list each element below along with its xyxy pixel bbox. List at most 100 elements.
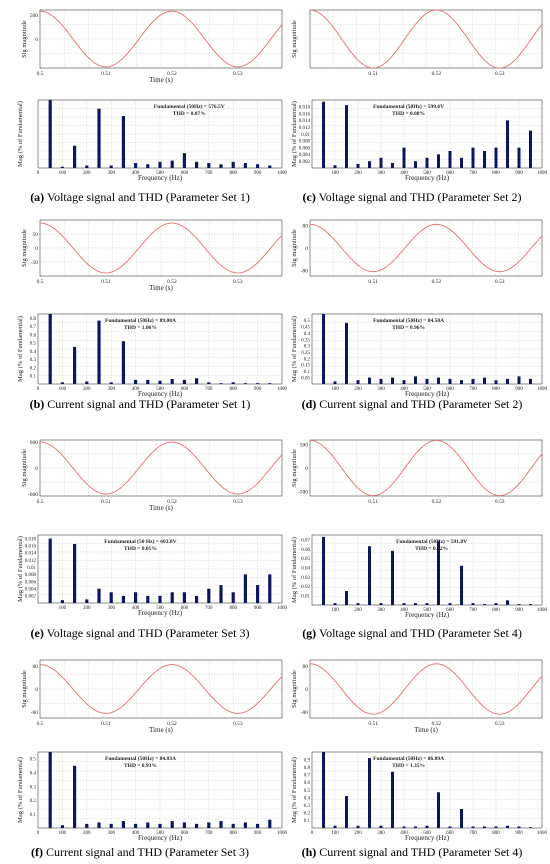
annotation-thd: THD = 0.08%	[392, 111, 425, 117]
bar-h650	[460, 565, 463, 605]
x-tick-label: 1000	[537, 608, 548, 613]
bar-h700	[207, 163, 211, 168]
bar-h650	[195, 378, 199, 384]
caption-f-label: (f)	[30, 845, 43, 859]
bar-h850	[506, 825, 509, 828]
chart-h-thd: 0 100 200 300 400 500 600 700 800 900 1000 0.9 0.8 0.…	[291, 751, 548, 842]
y-tick-label: -80	[301, 710, 309, 716]
x-tick-label: 0.5	[37, 499, 44, 505]
bar-h650	[460, 157, 463, 168]
bar-h850	[506, 600, 509, 605]
bar-h700	[207, 588, 211, 603]
y-tick-label: 500	[30, 13, 39, 19]
y-tick-label: 0.014	[25, 552, 37, 557]
bar-h50	[322, 536, 325, 605]
bar-h850	[506, 120, 509, 168]
bar-h200	[85, 381, 89, 384]
x-axis-label: Frequency (Hz)	[405, 390, 450, 398]
y-tick-label: 0.2	[30, 799, 37, 804]
bar-h200	[356, 825, 360, 828]
bar-h750	[483, 151, 486, 168]
bar-h150	[73, 765, 77, 828]
bar-h500	[425, 825, 429, 828]
x-tick-label: 1000	[537, 831, 548, 836]
bar-h300	[379, 825, 383, 828]
bar-h450	[146, 164, 150, 168]
bar-h500	[425, 603, 429, 605]
x-axis-label: Time (s)	[149, 726, 173, 734]
x-tick-label: 600	[446, 608, 454, 613]
x-tick-label: 900	[254, 171, 262, 176]
y-tick-label: 0.2	[304, 357, 311, 362]
bar-h950	[529, 604, 532, 605]
y-tick-label: 0.1	[304, 370, 311, 375]
bar-h250	[97, 108, 101, 168]
bar-h650	[195, 595, 199, 603]
y-tick-label: 0.1	[30, 375, 37, 380]
y-tick-label: 0.1	[304, 819, 311, 824]
y-tick-label: 80	[33, 664, 39, 670]
y-axis-label: Sig magnitude	[21, 449, 28, 487]
y-tick-label: 80	[303, 664, 309, 670]
x-tick-label: 0.53	[495, 71, 505, 77]
y-tick-label: 0.01	[27, 566, 36, 571]
x-tick-label: 0.52	[432, 279, 442, 285]
bar-h950	[268, 165, 272, 168]
annotation-thd: THD = 0.05%	[124, 546, 157, 552]
y-tick-label: 0.008	[25, 573, 37, 578]
x-tick-label: 600	[446, 387, 454, 392]
x-tick-label: 800	[492, 387, 500, 392]
x-axis-label: Time (s)	[149, 504, 173, 512]
bar-h700	[471, 378, 475, 384]
x-tick-label: 700	[205, 606, 213, 611]
y-tick-label: 500	[300, 443, 309, 449]
y-tick-label: 0.5	[304, 319, 311, 324]
y-tick-label: 0.01	[301, 594, 310, 599]
x-tick-label: 500	[423, 171, 431, 176]
bar-h800	[231, 823, 235, 828]
bar-h150	[345, 796, 348, 828]
chart-b-sig: 0.5 0.51 0.52 0.53 50 0 -50 Time (s) Sig magnitu…	[21, 219, 283, 292]
chart-e-sig: 0.5 0.51 0.52 0.53 600 0 -600 Time (s) Sig magni…	[21, 439, 283, 512]
x-tick-label: 900	[515, 608, 523, 613]
y-axis-label: Sig magnitude	[21, 20, 28, 58]
y-tick-label: 0.002	[299, 160, 311, 165]
y-tick-label: 0.2	[30, 366, 37, 371]
x-tick-label: 900	[515, 171, 523, 176]
x-axis-label: Frequency (Hz)	[405, 834, 450, 842]
x-tick-label: 0.51	[101, 721, 111, 727]
y-tick-label: 0.3	[304, 345, 311, 350]
y-axis-label: Mag (% of Fundamental)	[17, 757, 24, 823]
annotation-thd: THD = 0.93%	[124, 763, 157, 769]
bar-h750	[219, 585, 223, 603]
y-tick-label: 0.3	[304, 804, 311, 809]
bar-h300	[109, 823, 113, 828]
x-tick-label: 0.52	[167, 721, 177, 727]
bar-h250	[368, 758, 371, 828]
bar-h300	[379, 378, 383, 384]
y-tick-label: 0.04	[301, 566, 310, 571]
y-tick-label: 0.2	[304, 812, 311, 817]
y-tick-label: 0	[35, 246, 38, 252]
bar-h600	[182, 822, 186, 828]
bar-h450	[146, 595, 150, 603]
annotation-thd: THD = 1.06%	[124, 325, 157, 331]
bar-h850	[243, 163, 247, 168]
bar-h850	[243, 822, 247, 828]
bar-h150	[345, 105, 348, 168]
bar-h700	[471, 826, 475, 828]
x-tick-label: 0.52	[167, 499, 177, 505]
x-tick-label: 1000	[537, 387, 548, 392]
bar-h300	[109, 382, 113, 384]
x-axis-label: Frequency (Hz)	[405, 174, 450, 182]
x-tick-label: 600	[446, 831, 454, 836]
annotation-fundamental: Fundamental (50Hz) = 576.5V	[154, 103, 225, 110]
bar-h450	[146, 822, 150, 828]
x-axis-label: Frequency (Hz)	[138, 390, 183, 398]
x-tick-label: 1000	[277, 606, 288, 611]
y-tick-label: 0.02	[301, 585, 310, 590]
bar-h750	[483, 604, 486, 605]
bar-h500	[425, 378, 429, 384]
bar-h100	[60, 600, 64, 603]
x-tick-label: 800	[492, 831, 500, 836]
